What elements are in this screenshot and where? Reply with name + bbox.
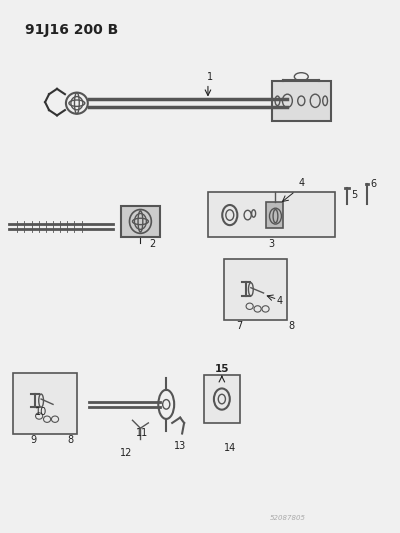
Text: 5: 5: [351, 190, 357, 200]
Text: 91J16 200 B: 91J16 200 B: [25, 22, 118, 37]
Text: 6: 6: [371, 179, 377, 189]
Text: 14: 14: [224, 442, 236, 453]
Text: 7: 7: [236, 320, 243, 330]
Text: 10: 10: [35, 407, 47, 417]
Text: 9: 9: [30, 435, 36, 445]
Text: 2: 2: [149, 239, 156, 249]
Bar: [272, 81, 331, 120]
Bar: [266, 202, 284, 228]
Text: 3: 3: [268, 239, 274, 249]
Text: 8: 8: [288, 320, 294, 330]
Bar: [208, 192, 335, 237]
Text: 12: 12: [120, 448, 133, 458]
Text: 1: 1: [207, 72, 213, 82]
Bar: [204, 375, 240, 423]
Text: 11: 11: [136, 428, 148, 438]
Text: 4: 4: [298, 178, 304, 188]
Text: 15: 15: [214, 364, 229, 374]
Bar: [13, 373, 77, 433]
Text: 13: 13: [174, 441, 186, 451]
Bar: [224, 259, 287, 319]
Text: 52087805: 52087805: [269, 515, 305, 521]
Bar: [120, 206, 160, 237]
Text: 4: 4: [276, 296, 282, 306]
Text: 8: 8: [68, 435, 74, 445]
